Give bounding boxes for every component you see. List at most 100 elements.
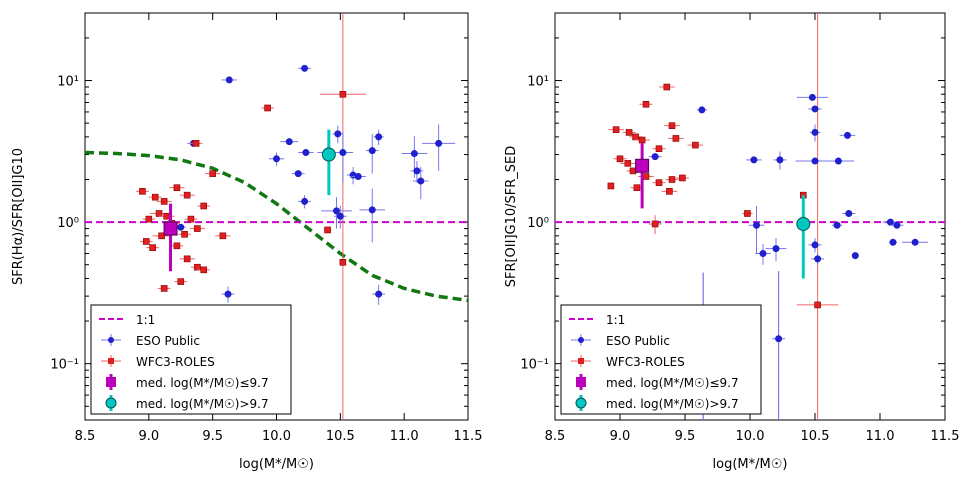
legend-eso-swatch [108, 337, 114, 343]
wfc3-point [663, 83, 671, 91]
x-tick-label: 10.0 [262, 429, 291, 444]
wfc3-point [155, 210, 163, 217]
legend-box [560, 304, 762, 415]
wfc3-point [692, 141, 699, 149]
wfc3-point [672, 135, 680, 142]
wfc3-point [142, 238, 150, 245]
eso-point [808, 93, 816, 101]
legend-label: ESO Public [606, 334, 670, 348]
eso-point [301, 197, 309, 205]
eso-point [851, 252, 859, 260]
eso-point [339, 149, 347, 157]
wfc3-point [642, 173, 650, 180]
wfc3-point [145, 215, 153, 223]
wfc3-point [651, 220, 659, 228]
wfc3-point [625, 129, 633, 136]
y-axis-label: SFR[OII]G10/SFR_SED [504, 146, 519, 288]
y-tick-label: 10⁰ [527, 216, 549, 231]
legend-median-low-swatch [576, 377, 586, 387]
eso-point [273, 155, 280, 163]
x-axis-label: log(M*/M☉) [713, 457, 788, 472]
wfc3-point [607, 182, 615, 190]
wfc3-point [814, 301, 821, 309]
eso-point [811, 157, 819, 165]
y-tick-label: 10⁻¹ [520, 358, 549, 373]
eso-point [368, 147, 376, 155]
x-tick-label: 11.0 [866, 429, 895, 444]
wfc3-point [638, 136, 646, 144]
legend-median-low-swatch [106, 377, 116, 387]
legend-label: WFC3-ROLES [136, 355, 215, 369]
eso-point [911, 238, 919, 246]
wfc3-point [655, 179, 663, 186]
eso-point [375, 133, 383, 141]
eso-point [413, 167, 421, 175]
wfc3-point [163, 212, 171, 220]
eso-point [893, 221, 901, 229]
wfc3-point [158, 232, 165, 240]
wfc3-point [612, 126, 620, 133]
x-tick-label: 9.5 [202, 429, 223, 444]
x-tick-label: 8.5 [75, 429, 96, 444]
eso-point [753, 221, 760, 229]
wfc3-point [633, 184, 641, 191]
wfc3-point [194, 263, 201, 271]
eso-point [776, 156, 784, 164]
wfc3-point [655, 145, 663, 153]
legend-wfc3-swatch [578, 358, 584, 364]
eso-point [334, 130, 342, 138]
wfc3-point [160, 285, 168, 292]
eso-point [417, 177, 425, 185]
x-tick-label: 10.5 [326, 429, 355, 444]
median-low-marker [163, 221, 178, 236]
wfc3-point [173, 242, 181, 250]
eso-point [354, 172, 362, 180]
y-tick-label: 10¹ [527, 75, 549, 90]
x-tick-label: 11.0 [390, 429, 419, 444]
legend-box [90, 304, 292, 415]
x-tick-label: 11.5 [454, 429, 483, 444]
wfc3-point [668, 176, 676, 183]
wfc3-point [183, 255, 191, 263]
eso-point [772, 245, 780, 253]
wfc3-point [177, 278, 185, 285]
eso-point [435, 139, 443, 147]
legend-label: med. log(M*/M☉)>9.7 [136, 397, 269, 411]
eso-point [651, 153, 659, 161]
eso-point [177, 223, 185, 231]
y-tick-label: 10¹ [57, 75, 79, 90]
eso-point [302, 149, 310, 157]
legend: 1:1 ESO Public WFC3-ROLES med. log(M*/M☉)≤9… [560, 304, 762, 415]
wfc3-point [666, 188, 673, 195]
eso-point [811, 105, 819, 113]
x-axis-label: log(M*/M☉) [239, 457, 314, 472]
y-axis-label: SFR(Hα)/SFR[OII]G10 [11, 148, 26, 285]
wfc3-point [209, 170, 216, 177]
wfc3-point [151, 193, 159, 201]
wfc3-point [200, 266, 208, 274]
median-low-marker [635, 158, 650, 173]
eso-point [336, 212, 344, 220]
eso-point [368, 206, 376, 214]
wfc3-point [668, 122, 676, 129]
legend-label: med. log(M*/M☉)≤9.7 [606, 376, 739, 390]
model-curve [85, 150, 468, 303]
x-tick-label: 9.5 [675, 429, 696, 444]
eso-point [844, 131, 851, 139]
eso-point [285, 138, 293, 146]
legend-label: 1:1 [606, 313, 625, 327]
wfc3-point [181, 231, 188, 238]
eso-point [811, 128, 819, 136]
legend-label: ESO Public [136, 334, 200, 348]
wfc3-point [160, 198, 168, 205]
plot-content [85, 13, 468, 420]
eso-point [224, 290, 232, 298]
legend-label: med. log(M*/M☉)≤9.7 [136, 376, 269, 390]
legend: 1:1 ESO Public WFC3-ROLES med. log(M*/M☉)≤9… [90, 304, 292, 415]
eso-point [811, 241, 819, 249]
median-high-marker [796, 216, 811, 231]
eso-point [375, 290, 383, 298]
eso-point [759, 250, 767, 258]
left-panel: 8.5 9.0 9.5 10.0 10.5 11.0 11.5 10⁻¹ 10⁰ 10¹ log(M… [11, 12, 483, 472]
wfc3-point [339, 259, 347, 266]
